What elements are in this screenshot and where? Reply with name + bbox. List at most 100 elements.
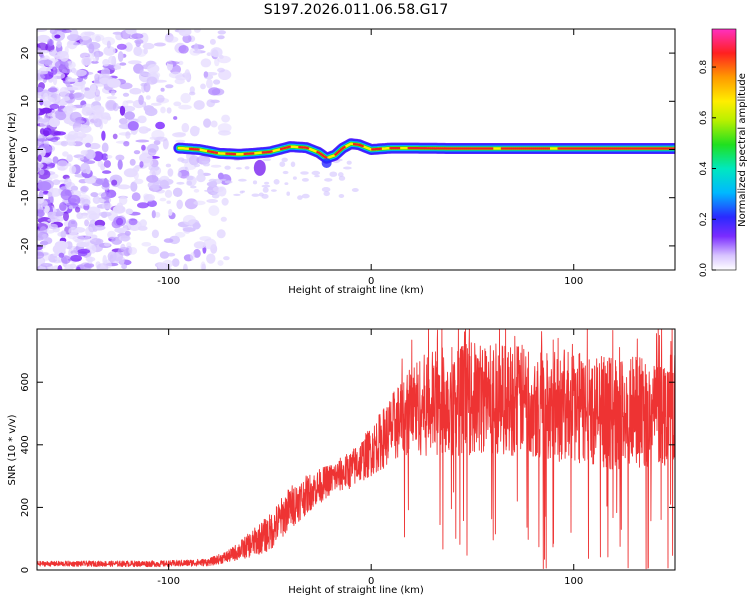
noise-blob xyxy=(186,180,193,186)
noise-blob xyxy=(183,263,188,270)
noise-blob xyxy=(86,210,98,222)
noise-blob xyxy=(64,264,74,270)
noise-blob xyxy=(81,56,92,66)
noise-blob xyxy=(94,89,101,97)
noise-blob xyxy=(56,40,62,48)
noise-blob xyxy=(286,191,291,196)
noise-blob xyxy=(67,78,79,82)
noise-blob xyxy=(146,175,159,183)
noise-blob xyxy=(90,84,97,93)
noise-blob xyxy=(141,144,146,151)
noise-blob xyxy=(167,168,174,177)
noise-blob xyxy=(39,169,45,175)
noise-blob xyxy=(83,160,96,165)
noise-blob xyxy=(127,60,142,65)
noise-blob xyxy=(64,177,72,188)
noise-blob xyxy=(210,47,223,58)
noise-blob xyxy=(156,94,165,103)
noise-blob xyxy=(131,192,141,202)
noise-blob xyxy=(194,43,199,52)
noise-blob xyxy=(206,78,213,89)
noise-blob xyxy=(79,125,92,133)
noise-blob xyxy=(125,131,131,139)
noise-blob xyxy=(186,175,194,181)
noise-blob xyxy=(115,62,121,70)
noise-blob xyxy=(57,265,63,270)
noise-blob xyxy=(121,264,127,270)
noise-blob xyxy=(200,261,206,270)
noise-blob xyxy=(262,187,269,193)
noise-blob xyxy=(72,82,84,91)
noise-blob xyxy=(114,227,128,233)
colorbar-tick-label: 0.8 xyxy=(699,60,709,75)
noise-blob xyxy=(123,168,138,178)
noise-blob xyxy=(324,178,333,182)
noise-blob xyxy=(85,226,94,237)
noise-blob xyxy=(60,140,68,147)
snr-axes: -100 0 100 0 200 400 600 xyxy=(20,329,675,587)
noise-blob xyxy=(143,82,151,93)
noise-blob xyxy=(135,49,147,57)
noise-blob xyxy=(116,43,127,50)
noise-blob xyxy=(103,242,111,247)
noise-blob xyxy=(206,52,212,57)
noise-blob xyxy=(102,116,109,125)
noise-blob xyxy=(51,66,58,75)
noise-blob xyxy=(193,200,206,206)
noise-blob xyxy=(220,216,227,222)
noise-blob xyxy=(162,138,169,150)
noise-blob xyxy=(193,241,206,249)
noise-blob xyxy=(72,235,85,243)
noise-blob xyxy=(48,223,58,230)
noise-blob xyxy=(62,151,69,157)
noise-blob xyxy=(119,105,126,116)
line-core-red xyxy=(360,144,365,148)
noise-blob xyxy=(85,149,96,160)
noise-blob xyxy=(56,160,69,171)
line-core-red xyxy=(269,150,273,153)
noise-blob xyxy=(177,171,182,178)
noise-blob xyxy=(155,121,166,130)
noise-blob xyxy=(80,150,88,155)
noise-blob xyxy=(68,226,78,236)
snr-x-tick-label: -100 xyxy=(157,576,180,587)
noise-blob xyxy=(264,181,270,185)
noise-blob xyxy=(213,79,221,85)
noise-blob xyxy=(117,51,124,62)
noise-blob xyxy=(103,46,116,56)
noise-blob xyxy=(37,251,45,259)
noise-blob xyxy=(115,154,125,161)
snr-frame xyxy=(36,328,676,571)
noise-blob xyxy=(119,118,128,125)
noise-blob xyxy=(77,248,91,254)
noise-blob xyxy=(160,87,165,92)
noise-blob xyxy=(311,170,321,176)
snr-x-tick-label: 0 xyxy=(368,576,374,587)
noise-blob xyxy=(101,202,113,210)
noise-blob xyxy=(224,180,233,184)
noise-blob xyxy=(182,34,192,44)
noise-blob xyxy=(89,142,101,150)
noise-blob xyxy=(297,195,303,200)
snr-x-label: Height of straight line (km) xyxy=(288,585,424,596)
noise-blob xyxy=(182,214,196,226)
noise-blob xyxy=(239,190,244,194)
noise-blob xyxy=(130,181,138,192)
noise-blob xyxy=(119,196,128,205)
noise-blob xyxy=(221,197,229,206)
noise-blob xyxy=(252,180,258,185)
noise-blob xyxy=(75,206,81,213)
noise-blob xyxy=(37,154,42,162)
noise-blob xyxy=(37,107,40,115)
noise-blob xyxy=(177,157,185,162)
noise-blob xyxy=(125,29,137,35)
noise-blob xyxy=(76,77,83,83)
noise-blob xyxy=(184,198,198,210)
noise-blob xyxy=(124,111,135,120)
snr-y-tick-label: 600 xyxy=(20,373,31,392)
noise-blob xyxy=(173,116,178,120)
noise-blob xyxy=(351,188,359,192)
noise-blob xyxy=(181,122,190,133)
noise-blob xyxy=(49,29,58,35)
noise-blob xyxy=(108,55,115,64)
